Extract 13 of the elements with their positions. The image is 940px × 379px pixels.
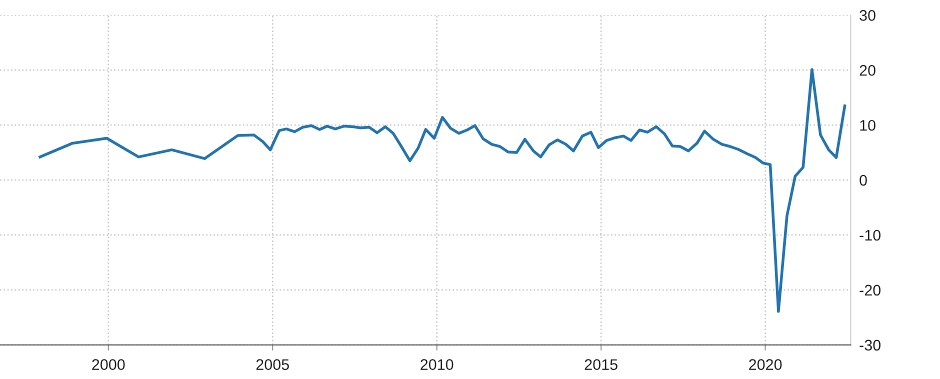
y-tick-label: -10 <box>860 230 881 241</box>
y-tick-label: 10 <box>860 120 876 131</box>
y-tick-label: -20 <box>860 284 881 296</box>
y-tick-label: 0 <box>860 174 867 186</box>
x-tick-label: 2015 <box>584 359 618 370</box>
x-tick-label: 2020 <box>749 359 782 370</box>
x-tick-label: 2000 <box>92 359 125 370</box>
y-tick-label: 20 <box>860 64 876 76</box>
y-tick-label: 30 <box>860 10 876 21</box>
y-tick-label: -30 <box>860 340 881 351</box>
x-tick-label: 2010 <box>420 359 454 370</box>
x-tick-label: 2005 <box>256 359 289 370</box>
line-series <box>38 68 846 313</box>
